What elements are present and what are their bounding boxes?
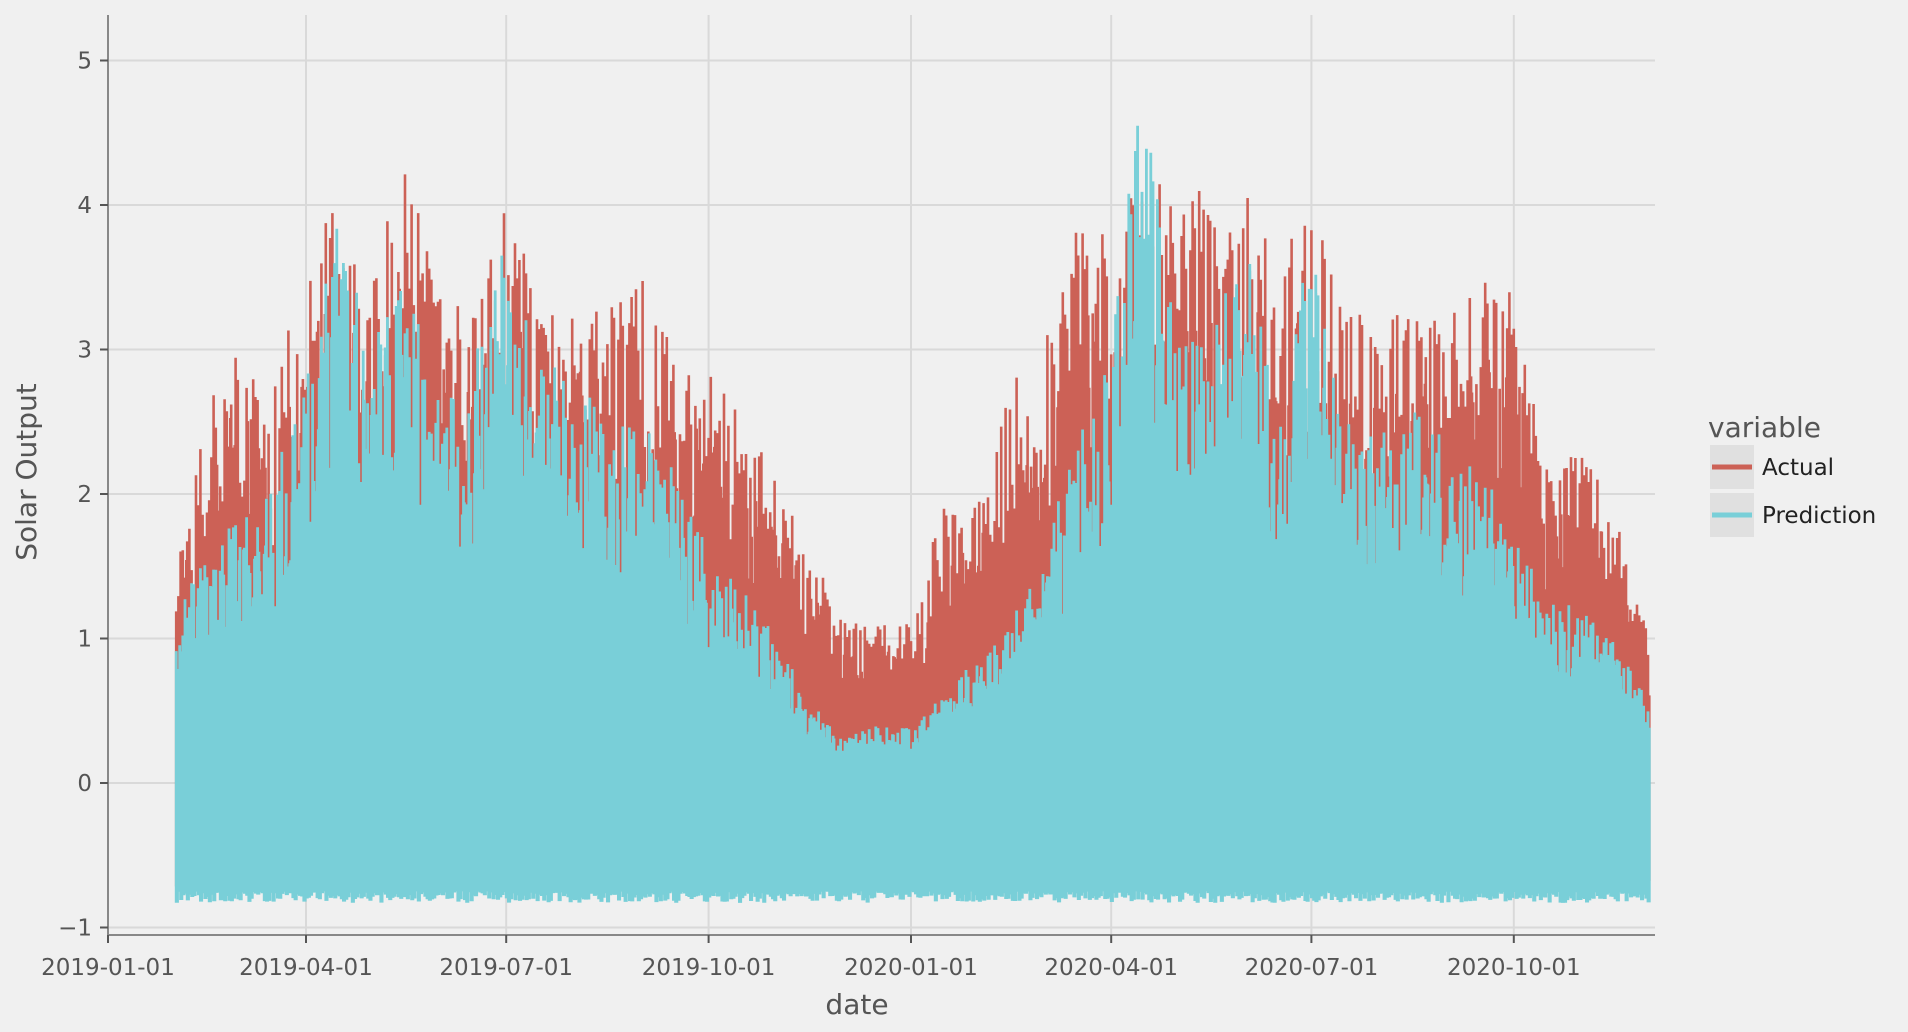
- x-tick-label: 2019-01-01: [41, 955, 175, 981]
- x-tick-label: 2019-10-01: [642, 955, 776, 981]
- series-layer: [174, 125, 1651, 903]
- y-tick-label: 5: [77, 49, 92, 75]
- legend: variable Actual Prediction: [1708, 411, 1876, 537]
- y-tick-label: 2: [77, 482, 92, 508]
- x-tick-label: 2020-01-01: [844, 955, 978, 981]
- y-tick-label: 3: [77, 338, 92, 364]
- y-tick-label: 1: [77, 627, 92, 653]
- x-axis-ticks: 2019-01-01 2019-04-01 2019-07-01 2019-10-01…: [41, 935, 1581, 981]
- y-tick-label: 0: [77, 771, 92, 797]
- y-axis-ticks: −1 0 1 2 3 4 5: [58, 49, 108, 942]
- legend-label: Actual: [1762, 455, 1834, 481]
- x-tick-label: 2019-07-01: [439, 955, 573, 981]
- x-tick-label: 2020-04-01: [1044, 955, 1178, 981]
- legend-label: Prediction: [1762, 503, 1876, 529]
- x-axis-label: date: [825, 988, 888, 1021]
- series-prediction-line: [174, 125, 1651, 903]
- x-tick-label: 2019-04-01: [239, 955, 373, 981]
- legend-items: Actual Prediction: [1710, 445, 1876, 537]
- legend-title: variable: [1708, 411, 1821, 444]
- x-tick-label: 2020-07-01: [1245, 955, 1379, 981]
- y-tick-label: −1: [58, 916, 92, 942]
- y-axis-label: Solar Output: [10, 383, 43, 561]
- x-tick-label: 2020-10-01: [1447, 955, 1581, 981]
- y-tick-label: 4: [77, 193, 92, 219]
